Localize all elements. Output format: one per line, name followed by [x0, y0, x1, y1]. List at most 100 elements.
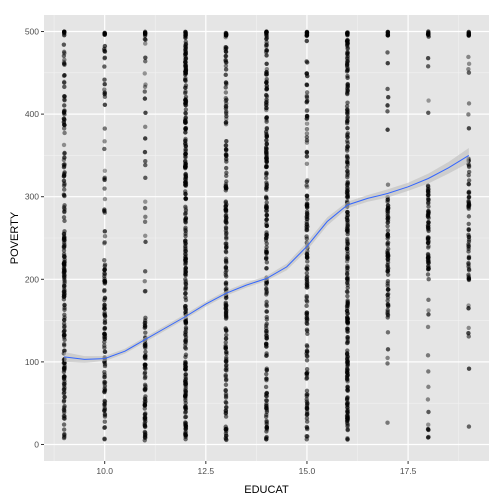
data-point — [102, 302, 107, 307]
data-point — [102, 425, 108, 430]
data-point — [183, 422, 188, 427]
data-point — [142, 415, 148, 420]
data-point — [223, 270, 228, 275]
data-point — [385, 86, 390, 92]
confidence-band — [64, 148, 469, 363]
data-point — [102, 55, 108, 60]
data-point — [102, 407, 108, 412]
data-point — [385, 262, 390, 268]
data-point — [142, 412, 148, 417]
data-point — [223, 143, 228, 148]
data-point — [183, 204, 188, 209]
data-point — [62, 337, 67, 343]
data-point — [183, 126, 188, 131]
data-point — [263, 129, 269, 134]
data-point — [223, 391, 229, 397]
data-point — [466, 249, 471, 254]
data-point — [264, 330, 269, 335]
data-point — [425, 435, 431, 440]
data-point — [466, 112, 471, 117]
data-point — [385, 228, 391, 233]
data-point — [182, 393, 188, 399]
data-point — [183, 130, 188, 135]
data-point — [304, 397, 309, 402]
x-axis-title: EDUCAT — [244, 484, 289, 496]
data-point — [304, 419, 310, 424]
data-point — [61, 391, 67, 396]
data-point — [223, 388, 228, 393]
data-point — [304, 38, 309, 44]
data-point — [304, 406, 310, 411]
data-point — [143, 366, 148, 371]
data-point — [102, 168, 108, 174]
data-point — [345, 299, 350, 305]
data-point — [183, 75, 188, 81]
data-point — [224, 332, 229, 338]
data-point — [385, 220, 390, 225]
data-point — [344, 153, 350, 159]
data-point — [345, 280, 350, 285]
data-point — [224, 116, 229, 122]
data-point — [102, 362, 108, 367]
data-point — [264, 366, 269, 371]
data-point — [304, 283, 310, 288]
data-point — [183, 372, 188, 377]
data-point — [183, 406, 188, 412]
data-point — [61, 399, 67, 404]
data-point — [466, 330, 471, 336]
data-point — [264, 405, 269, 410]
data-point — [142, 401, 148, 406]
data-point — [183, 89, 188, 94]
data-point — [345, 293, 350, 299]
data-point — [344, 104, 350, 109]
data-point — [61, 53, 67, 59]
data-point — [425, 240, 431, 246]
data-point — [264, 205, 269, 211]
data-point — [305, 392, 310, 397]
data-point — [385, 242, 391, 248]
data-point — [183, 389, 189, 394]
data-point — [183, 291, 188, 296]
data-point — [62, 130, 67, 136]
data-point — [345, 276, 350, 282]
data-point — [466, 126, 472, 131]
data-point — [183, 278, 189, 284]
data-point — [385, 61, 390, 66]
data-point — [143, 136, 148, 141]
data-point — [61, 142, 67, 148]
data-point — [183, 254, 188, 260]
data-point — [102, 126, 107, 131]
y-axis-title: POVERTY — [9, 211, 21, 264]
data-point — [61, 333, 67, 338]
data-point — [345, 367, 350, 372]
data-point — [223, 346, 228, 351]
data-point — [223, 249, 229, 255]
data-point — [183, 118, 188, 124]
data-point — [385, 302, 390, 307]
data-point — [264, 266, 269, 271]
data-point — [304, 295, 309, 300]
data-point — [61, 260, 67, 266]
data-point — [143, 162, 148, 168]
data-point — [142, 289, 148, 294]
x-axis: 10.0 12.5 15.0 17.5 — [96, 461, 417, 476]
data-point — [344, 246, 350, 251]
smooth-line — [64, 154, 470, 360]
data-point — [183, 208, 189, 213]
data-point — [102, 419, 108, 424]
data-point — [345, 160, 350, 165]
data-point — [304, 121, 310, 126]
data-point — [344, 185, 350, 190]
data-point — [466, 234, 472, 239]
data-point — [183, 115, 188, 120]
x-tick-label: 10.0 — [96, 466, 113, 476]
data-point — [224, 139, 229, 144]
data-point — [61, 183, 67, 189]
data-point — [183, 394, 188, 400]
data-point — [264, 223, 269, 228]
data-point — [385, 292, 390, 298]
data-point — [61, 178, 67, 183]
data-point — [62, 155, 67, 160]
data-point — [264, 36, 269, 42]
data-point — [264, 149, 269, 155]
